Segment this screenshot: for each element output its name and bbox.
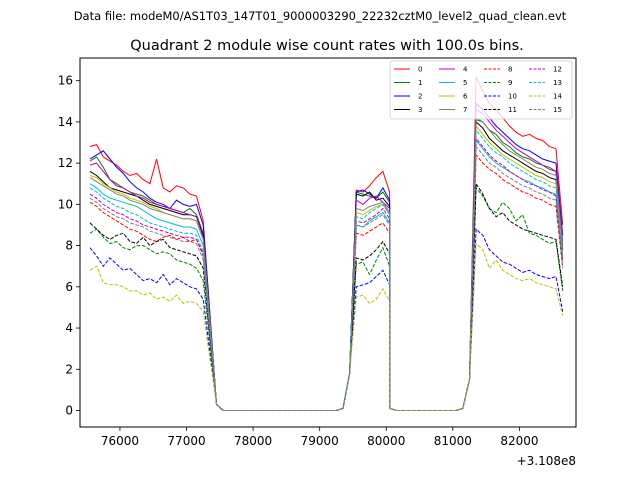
x-offset-label: +3.108e8 <box>517 454 576 468</box>
x-tick-label: 80000 <box>367 434 405 448</box>
axes-frame <box>79 57 577 428</box>
chart-title: Quadrant 2 module wise count rates with … <box>130 38 524 54</box>
series-line-15 <box>89 145 564 411</box>
legend-label-10: 10 <box>508 93 517 101</box>
plot-area <box>89 76 564 411</box>
legend-label-7: 7 <box>463 106 467 114</box>
axis-ticks: 76000 77000 78000 79000 80000 81000 82000 0 2 4 6 8… <box>58 74 539 448</box>
x-tick-label: 78000 <box>234 434 272 448</box>
legend-label-1: 1 <box>418 79 422 87</box>
legend-label-9: 9 <box>508 79 512 87</box>
legend-label-2: 2 <box>418 93 422 101</box>
y-tick-label: 0 <box>65 404 73 418</box>
legend-label-8: 8 <box>508 66 512 74</box>
legend-label-4: 4 <box>463 66 468 74</box>
legend-label-0: 0 <box>418 66 422 74</box>
legend-label-12: 12 <box>553 66 562 74</box>
y-tick-label: 6 <box>65 280 73 294</box>
y-tick-label: 14 <box>58 115 73 129</box>
legend-label-3: 3 <box>418 106 422 114</box>
x-tick-label: 79000 <box>301 434 339 448</box>
y-tick-label: 16 <box>58 74 73 88</box>
legend-label-15: 15 <box>553 106 562 114</box>
legend-label-6: 6 <box>463 93 468 101</box>
x-tick-label: 81000 <box>434 434 472 448</box>
legend-label-11: 11 <box>508 106 517 114</box>
figure-suptitle: Data file: modeM0/AS1T03_147T01_90000032… <box>74 9 567 23</box>
y-tick-label: 8 <box>65 239 73 253</box>
x-tick-label: 82000 <box>500 434 538 448</box>
y-tick-label: 10 <box>58 197 73 211</box>
x-tick-label: 77000 <box>167 434 205 448</box>
legend-label-14: 14 <box>553 93 562 101</box>
legend-box <box>389 60 573 120</box>
x-tick-label: 76000 <box>101 434 139 448</box>
legend-label-13: 13 <box>553 79 562 87</box>
legend-label-5: 5 <box>463 79 467 87</box>
y-tick-label: 2 <box>65 362 73 376</box>
y-tick-label: 4 <box>65 321 73 335</box>
y-tick-label: 12 <box>58 156 73 170</box>
